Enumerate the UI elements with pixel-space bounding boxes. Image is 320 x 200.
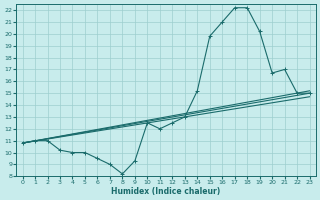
X-axis label: Humidex (Indice chaleur): Humidex (Indice chaleur) (111, 187, 221, 196)
